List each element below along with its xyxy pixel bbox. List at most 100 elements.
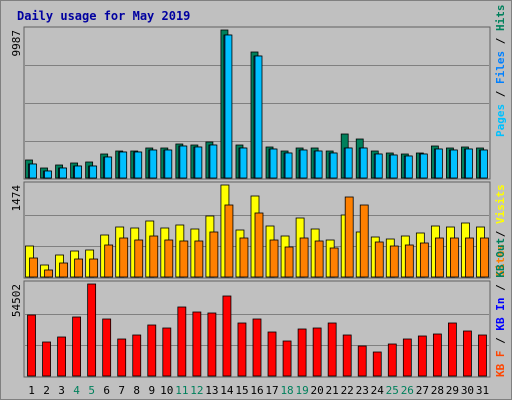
bar-kbytes-day-31 xyxy=(478,334,487,377)
y-max-label-middle: 1474 xyxy=(10,185,23,212)
bar-sites-day-29 xyxy=(450,237,459,278)
bar-pages-day-22 xyxy=(344,147,353,179)
bar-sites-day-30 xyxy=(465,237,474,278)
legend-separator: / xyxy=(494,331,507,351)
bar-kbytes-day-25 xyxy=(387,343,397,377)
x-tick-label: 20 xyxy=(311,384,324,397)
side-legend-text: Sites / Visits xyxy=(494,184,507,277)
bar-pages-day-8 xyxy=(134,151,143,179)
x-tick-label: 28 xyxy=(431,384,444,397)
bar-pages-day-5 xyxy=(89,165,98,179)
legend-item: KB F xyxy=(494,351,507,378)
bar-sites-day-16 xyxy=(254,212,264,278)
bar-kbytes-day-27 xyxy=(417,335,427,377)
bar-pages-day-6 xyxy=(104,156,113,179)
bar-sites-day-8 xyxy=(134,239,144,278)
x-tick-label: 8 xyxy=(133,384,140,397)
bar-pages-day-15 xyxy=(239,147,248,179)
x-tick-label: 9 xyxy=(148,384,155,397)
bar-kbytes-day-9 xyxy=(147,324,157,377)
bar-pages-day-1 xyxy=(29,163,37,179)
bar-kbytes-day-28 xyxy=(432,333,442,377)
legend-hits-files-pages: Pages / Files / Hits xyxy=(494,5,507,138)
bar-sites-day-22 xyxy=(344,196,354,278)
legend-kbytes: KB F / KB In / KB Out xyxy=(494,238,507,377)
bar-pages-day-25 xyxy=(389,154,398,179)
legend-item: Pages xyxy=(494,104,507,137)
bar-kbytes-day-6 xyxy=(102,318,112,377)
x-axis-labels: 1 2 3 4 5 6 7 8 9 10 11 12 13 14 15 16 17 18 19 20 21 22 23 24 2… xyxy=(28,384,489,397)
bar-kbytes-day-16 xyxy=(252,318,262,377)
bar-kbytes-day-22 xyxy=(342,334,352,377)
x-tick-label: 2 xyxy=(43,384,50,397)
x-tick-label: 25 xyxy=(386,384,399,397)
x-tick-label: 22 xyxy=(341,384,354,397)
chart-title: Daily usage for May 2019 xyxy=(17,9,190,23)
bar-kbytes-day-19 xyxy=(297,328,307,377)
bars xyxy=(25,29,489,377)
bar-pages-day-27 xyxy=(419,153,428,179)
bar-kbytes-day-13 xyxy=(207,312,217,377)
bar-kbytes-day-1 xyxy=(27,314,36,377)
x-tick-label: 17 xyxy=(265,384,278,397)
legend-item: KB Out xyxy=(494,238,507,278)
legend-separator: / xyxy=(494,84,507,104)
bar-kbytes-day-4 xyxy=(72,316,82,377)
bar-pages-day-23 xyxy=(359,147,368,179)
x-tick-label: 6 xyxy=(103,384,110,397)
bar-pages-day-9 xyxy=(149,149,158,179)
x-tick-label: 15 xyxy=(235,384,248,397)
bar-kbytes-day-7 xyxy=(117,338,127,377)
bar-pages-day-30 xyxy=(465,148,473,179)
bar-kbytes-day-17 xyxy=(267,331,277,377)
bar-pages-day-19 xyxy=(299,149,308,179)
bar-pages-day-20 xyxy=(314,150,323,179)
legend-item: KB In xyxy=(494,298,507,331)
x-tick-label: 5 xyxy=(88,384,95,397)
x-tick-label: 23 xyxy=(356,384,369,397)
bar-pages-day-29 xyxy=(450,149,458,179)
bar-pages-day-18 xyxy=(284,152,293,179)
x-tick-label: 14 xyxy=(220,384,234,397)
legend-item: Files xyxy=(494,51,507,84)
x-tick-label: 31 xyxy=(476,384,489,397)
bar-sites-day-1 xyxy=(29,257,38,278)
bar-pages-day-17 xyxy=(269,148,278,179)
bar-kbytes-day-21 xyxy=(327,322,337,377)
x-tick-label: 29 xyxy=(446,384,459,397)
x-tick-label: 13 xyxy=(205,384,218,397)
bar-sites-day-12 xyxy=(194,240,204,278)
bar-pages-day-24 xyxy=(374,153,383,179)
bar-pages-day-13 xyxy=(209,144,218,179)
bar-sites-day-18 xyxy=(284,246,294,278)
x-tick-label: 10 xyxy=(160,384,173,397)
bar-kbytes-day-5 xyxy=(87,283,97,377)
bar-kbytes-day-12 xyxy=(192,311,202,377)
bar-pages-day-16 xyxy=(254,55,263,179)
bar-sites-day-7 xyxy=(119,237,129,278)
bar-pages-day-31 xyxy=(480,149,488,179)
bar-pages-day-2 xyxy=(44,170,52,179)
bar-pages-day-3 xyxy=(59,167,67,179)
bar-pages-day-26 xyxy=(404,155,413,179)
bar-pages-day-10 xyxy=(164,149,173,179)
bar-sites-day-10 xyxy=(164,239,174,278)
bar-kbytes-day-14 xyxy=(222,295,232,377)
bar-sites-day-23 xyxy=(359,204,369,278)
bar-sites-day-21 xyxy=(329,247,339,278)
bar-sites-day-20 xyxy=(314,240,324,278)
side-legend-text: Pages / Files / Hits xyxy=(494,5,507,138)
x-tick-label: 27 xyxy=(416,384,429,397)
bar-pages-day-14 xyxy=(224,34,233,179)
bar-kbytes-day-18 xyxy=(282,340,292,377)
x-tick-label: 4 xyxy=(73,384,80,397)
bar-pages-day-12 xyxy=(194,146,203,179)
legend-separator: / xyxy=(494,224,507,244)
side-legend-text: KB F / KB In / KB Out xyxy=(494,238,507,377)
x-tick-label: 7 xyxy=(118,384,125,397)
bar-kbytes-day-15 xyxy=(237,322,247,377)
x-tick-label: 16 xyxy=(250,384,263,397)
bar-sites-day-11 xyxy=(179,240,189,278)
